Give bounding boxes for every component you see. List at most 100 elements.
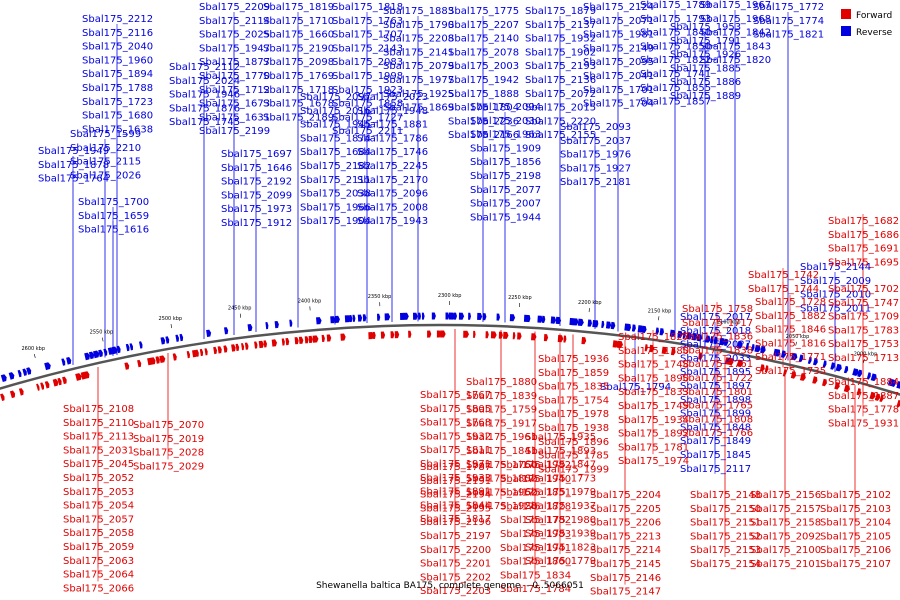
- reverse-gene-label[interactable]: Sbal175_1659: [78, 211, 149, 222]
- forward-gene-label[interactable]: Sbal175_2063: [63, 556, 134, 567]
- reverse-gene-label[interactable]: Sbal175_2095: [583, 57, 654, 68]
- forward-gene-label[interactable]: Sbal175_1937: [525, 501, 596, 512]
- reverse-gene-label[interactable]: Sbal175_2083: [332, 57, 403, 68]
- forward-gene-label[interactable]: Sbal175_1717: [682, 318, 753, 329]
- forward-gene-label[interactable]: Sbal175_1722: [682, 373, 753, 384]
- forward-gene-label[interactable]: Sbal175_1978: [538, 409, 609, 420]
- reverse-gene-label[interactable]: Sbal175_1889: [670, 91, 741, 102]
- reverse-gene-label[interactable]: Sbal175_1877: [199, 57, 270, 68]
- forward-gene-label[interactable]: Sbal175_1686: [828, 230, 899, 241]
- forward-gene-label[interactable]: Sbal175_2153: [690, 545, 761, 556]
- reverse-gene-label[interactable]: Sbal175_1968: [700, 14, 771, 25]
- forward-gene-label[interactable]: Sbal175_1773: [525, 473, 596, 484]
- reverse-gene-label[interactable]: Sbal175_1723: [82, 97, 153, 108]
- reverse-gene-label[interactable]: Sbal175_2124: [583, 2, 654, 13]
- forward-gene-label[interactable]: Sbal175_1999: [538, 464, 609, 475]
- reverse-gene-label[interactable]: Sbal175_1881: [357, 120, 428, 131]
- forward-gene-label[interactable]: Sbal175_2194: [420, 490, 491, 501]
- reverse-gene-label[interactable]: Sbal175_1842: [700, 28, 771, 39]
- reverse-gene-label[interactable]: Sbal175_2209: [199, 2, 270, 13]
- forward-gene-label[interactable]: Sbal175_1971: [420, 459, 491, 470]
- forward-gene-label[interactable]: Sbal175_1702: [828, 284, 899, 295]
- reverse-gene-label[interactable]: Sbal175_1746: [357, 147, 428, 158]
- forward-gene-label[interactable]: Sbal175_1744: [748, 284, 819, 295]
- reverse-gene-label[interactable]: Sbal175_1899: [680, 409, 751, 420]
- reverse-gene-label[interactable]: Sbal175_1945: [300, 120, 371, 131]
- forward-gene-label[interactable]: Sbal175_2064: [63, 570, 134, 581]
- forward-gene-label[interactable]: Sbal175_2029: [133, 461, 204, 472]
- reverse-gene-label[interactable]: Sbal175_1599: [70, 129, 141, 140]
- reverse-gene-label[interactable]: Sbal175_2181: [560, 177, 631, 188]
- reverse-gene-label[interactable]: Sbal175_2016: [300, 106, 371, 117]
- reverse-gene-label[interactable]: Sbal175_2098: [263, 57, 334, 68]
- forward-gene-label[interactable]: Sbal175_2101: [750, 559, 821, 570]
- forward-gene-label[interactable]: Sbal175_1893: [525, 446, 596, 457]
- reverse-gene-label[interactable]: Sbal175_1638: [82, 124, 153, 135]
- reverse-gene-label[interactable]: Sbal175_2111: [300, 175, 371, 186]
- forward-gene-label[interactable]: Sbal175_1838: [682, 345, 753, 356]
- reverse-gene-label[interactable]: Sbal175_1998: [332, 71, 403, 82]
- forward-gene-label[interactable]: Sbal175_1783: [828, 325, 899, 336]
- reverse-gene-label[interactable]: Sbal175_1789: [640, 0, 711, 11]
- reverse-gene-label[interactable]: Sbal175_1786: [357, 133, 428, 144]
- reverse-gene-label[interactable]: Sbal175_1680: [82, 111, 153, 122]
- reverse-gene-label[interactable]: Sbal175_2027: [680, 340, 751, 351]
- reverse-gene-label[interactable]: Sbal175_1976: [560, 150, 631, 161]
- reverse-gene-label[interactable]: Sbal175_1697: [221, 149, 292, 160]
- reverse-gene-label[interactable]: Sbal175_2193: [525, 61, 596, 72]
- reverse-gene-label[interactable]: Sbal175_2003: [448, 61, 519, 72]
- reverse-gene-label[interactable]: Sbal175_1820: [700, 55, 771, 66]
- reverse-gene-label[interactable]: Sbal175_2112: [169, 62, 240, 73]
- reverse-gene-label[interactable]: Sbal175_1727: [332, 112, 403, 123]
- forward-gene-label[interactable]: Sbal175_1938: [538, 423, 609, 434]
- reverse-gene-label[interactable]: Sbal175_1843: [700, 41, 771, 52]
- forward-gene-label[interactable]: Sbal175_2045: [63, 459, 134, 470]
- reverse-gene-label[interactable]: Sbal175_1885: [670, 63, 741, 74]
- reverse-gene-label[interactable]: Sbal175_1793: [640, 14, 711, 25]
- forward-gene-label[interactable]: Sbal175_2107: [820, 559, 891, 570]
- reverse-gene-label[interactable]: Sbal175_1848: [680, 422, 751, 433]
- forward-gene-label[interactable]: Sbal175_2150: [690, 504, 761, 515]
- reverse-gene-label[interactable]: Sbal175_1977: [383, 75, 454, 86]
- forward-gene-label[interactable]: Sbal175_1934: [618, 415, 689, 426]
- forward-gene-label[interactable]: Sbal175_2028: [133, 448, 204, 459]
- reverse-gene-label[interactable]: Sbal175_2166: [448, 130, 519, 141]
- forward-gene-label[interactable]: Sbal175_1983: [500, 529, 571, 540]
- forward-gene-label[interactable]: Sbal175_1828: [500, 501, 571, 512]
- reverse-gene-label[interactable]: Sbal175_1684: [300, 147, 371, 158]
- reverse-gene-label[interactable]: Sbal175_2008: [357, 202, 428, 213]
- reverse-gene-label[interactable]: Sbal175_2097: [300, 92, 371, 103]
- reverse-gene-label[interactable]: Sbal175_1701: [583, 85, 654, 96]
- reverse-gene-label[interactable]: Sbal175_1963: [470, 130, 541, 141]
- forward-gene-label[interactable]: Sbal175_1847: [525, 460, 596, 471]
- forward-gene-label[interactable]: Sbal175_1728: [755, 297, 826, 308]
- reverse-gene-label[interactable]: Sbal175_2245: [357, 161, 428, 172]
- forward-gene-label[interactable]: Sbal175_2052: [63, 473, 134, 484]
- forward-gene-label[interactable]: Sbal175_2031: [63, 445, 134, 456]
- reverse-gene-label[interactable]: Sbal175_1953: [670, 22, 741, 33]
- reverse-gene-label[interactable]: Sbal175_2033: [680, 353, 751, 364]
- forward-gene-label[interactable]: Sbal175_2197: [420, 531, 491, 542]
- forward-gene-label[interactable]: Sbal175_2092: [750, 531, 821, 542]
- reverse-gene-label[interactable]: Sbal175_1775: [448, 6, 519, 17]
- forward-gene-label[interactable]: Sbal175_1890: [618, 373, 689, 384]
- forward-gene-label[interactable]: Sbal175_1833: [618, 387, 689, 398]
- reverse-gene-label[interactable]: Sbal175_2099: [221, 190, 292, 201]
- reverse-gene-label[interactable]: Sbal175_1960: [82, 55, 153, 66]
- forward-gene-label[interactable]: Sbal175_1961: [466, 432, 537, 443]
- forward-gene-label[interactable]: Sbal175_1709: [828, 312, 899, 323]
- reverse-gene-label[interactable]: Sbal175_2211: [332, 126, 403, 137]
- reverse-gene-label[interactable]: Sbal175_1764: [38, 174, 109, 185]
- reverse-gene-label[interactable]: Sbal175_2149: [583, 43, 654, 54]
- forward-gene-label[interactable]: Sbal175_1771: [755, 352, 826, 363]
- reverse-gene-label[interactable]: Sbal175_1821: [753, 30, 824, 41]
- forward-gene-label[interactable]: Sbal175_1941: [500, 543, 571, 554]
- reverse-gene-label[interactable]: Sbal175_2192: [221, 177, 292, 188]
- reverse-gene-label[interactable]: Sbal175_1888: [448, 89, 519, 100]
- forward-gene-label[interactable]: Sbal175_1760: [466, 460, 537, 471]
- reverse-gene-label[interactable]: Sbal175_2017: [680, 312, 751, 323]
- reverse-gene-label[interactable]: Sbal175_1707: [332, 30, 403, 41]
- forward-gene-label[interactable]: Sbal175_2157: [750, 504, 821, 515]
- reverse-gene-label[interactable]: Sbal175_1869: [383, 103, 454, 114]
- forward-gene-label[interactable]: Sbal175_2202: [420, 572, 491, 583]
